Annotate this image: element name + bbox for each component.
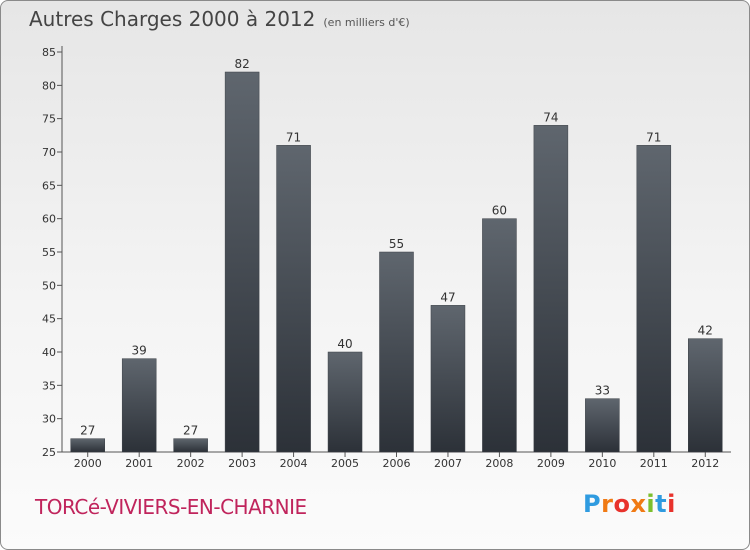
y-tick-label: 25	[42, 446, 56, 459]
bar-2000	[70, 438, 105, 453]
x-tick-label: 2006	[383, 457, 411, 470]
chart-title-text: Autres Charges 2000 à 2012	[29, 7, 316, 31]
x-tick-label: 2000	[74, 457, 102, 470]
proxiti-letter: P	[583, 490, 602, 518]
data-label: 60	[492, 204, 507, 218]
x-tick-label: 2007	[434, 457, 462, 470]
bar-2012	[688, 338, 723, 453]
bar-2002	[173, 438, 208, 453]
bar-2009	[533, 125, 569, 453]
proxiti-letter: i	[646, 490, 656, 518]
x-tick-label: 2002	[177, 457, 205, 470]
x-tick-label: 2011	[640, 457, 668, 470]
y-tick-label: 75	[42, 113, 56, 126]
y-tick-label: 35	[42, 379, 56, 392]
bar-2011	[636, 145, 672, 453]
bar-2001	[121, 358, 157, 453]
proxiti-logo: Proxiti	[583, 490, 676, 518]
data-label: 71	[646, 130, 661, 144]
x-tick-label: 2005	[331, 457, 359, 470]
bar-2007	[430, 305, 466, 453]
y-tick-label: 85	[42, 46, 56, 59]
proxiti-letter: x	[630, 490, 647, 518]
y-tick-label: 30	[42, 413, 56, 426]
y-tick-label: 65	[42, 179, 56, 192]
y-tick-label: 80	[42, 79, 56, 92]
proxiti-letter: i	[667, 490, 676, 518]
proxiti-letter: t	[655, 490, 668, 518]
data-label: 82	[234, 57, 249, 71]
bar-2008	[482, 218, 517, 453]
x-tick-label: 2001	[125, 457, 153, 470]
bar-2005	[327, 351, 363, 453]
y-tick-label: 60	[42, 213, 56, 226]
data-label: 55	[389, 237, 404, 251]
chart-title: Autres Charges 2000 à 2012 (en milliers d…	[29, 7, 410, 31]
bar-2003	[224, 71, 260, 453]
x-tick-label: 2003	[228, 457, 256, 470]
bar-2006	[379, 251, 414, 453]
data-label: 40	[337, 337, 352, 351]
data-label: 74	[543, 110, 558, 124]
data-label: 39	[132, 344, 147, 358]
proxiti-letter: o	[613, 490, 631, 518]
x-tick-label: 2012	[691, 457, 719, 470]
data-label: 33	[595, 384, 610, 398]
x-tick-label: 2008	[485, 457, 513, 470]
data-label: 42	[698, 324, 713, 338]
x-tick-label: 2009	[537, 457, 565, 470]
data-label: 27	[80, 424, 95, 438]
bar-2004	[276, 145, 311, 453]
data-label: 71	[286, 130, 301, 144]
y-tick-label: 50	[42, 279, 56, 292]
x-tick-label: 2010	[588, 457, 616, 470]
y-tick-label: 55	[42, 246, 56, 259]
bar-2010	[585, 398, 620, 453]
chart-subtitle: (en milliers d'€)	[323, 16, 410, 29]
data-label: 27	[183, 424, 198, 438]
data-label: 47	[440, 290, 455, 304]
x-tick-label: 2004	[280, 457, 308, 470]
y-tick-label: 70	[42, 146, 56, 159]
y-tick-label: 40	[42, 346, 56, 359]
proxiti-letter: r	[601, 490, 614, 518]
y-tick-label: 45	[42, 313, 56, 326]
commune-name: TORCé-VIVIERS-EN-CHARNIE	[35, 495, 307, 519]
